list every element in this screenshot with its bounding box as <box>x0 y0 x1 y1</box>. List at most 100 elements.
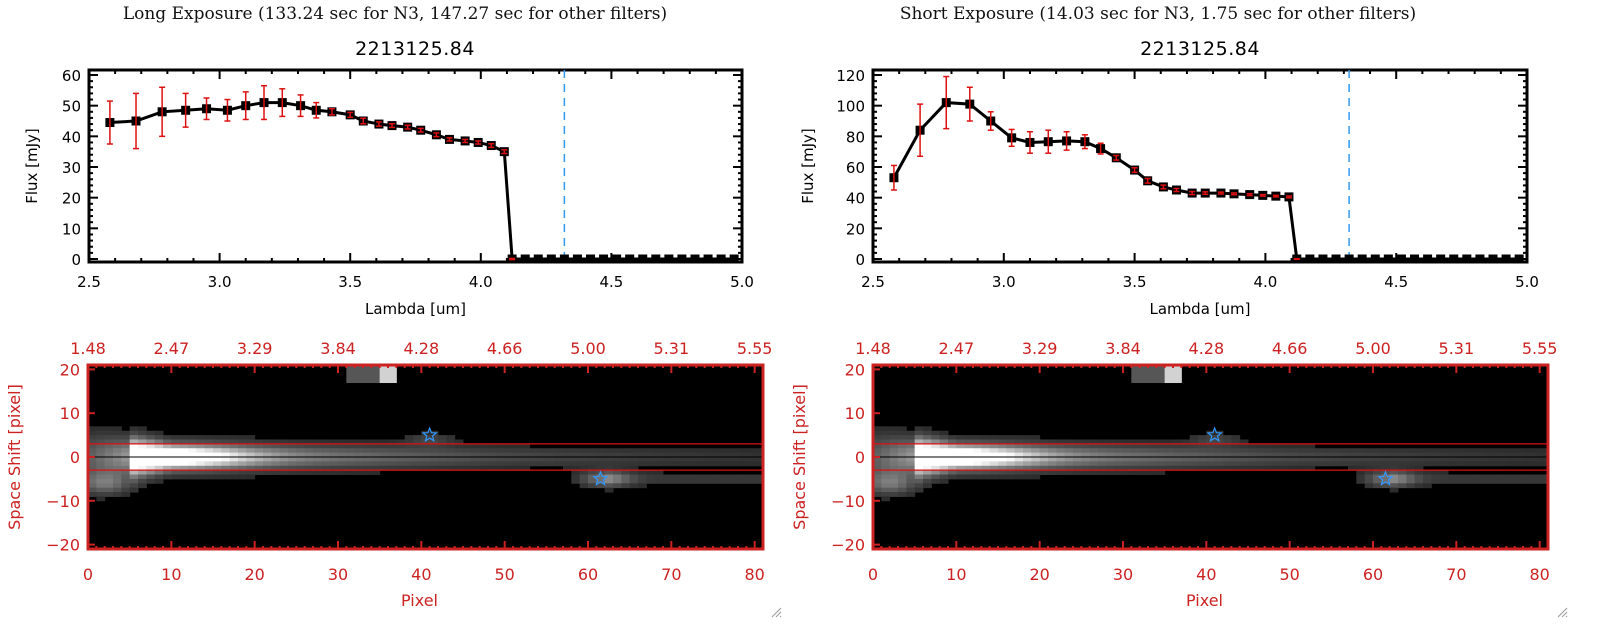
image-pixel <box>1131 378 1141 384</box>
image-pixel <box>588 452 597 458</box>
image-pixel <box>196 448 206 454</box>
image-pixel <box>1064 465 1074 471</box>
image-pixel <box>873 483 882 489</box>
image-pixel <box>263 439 272 445</box>
image-pixel <box>881 492 891 497</box>
y-tick-label: 10 <box>60 404 80 423</box>
image-pixel <box>1531 461 1541 467</box>
image-pixel <box>914 443 924 449</box>
image-pixel <box>538 457 547 462</box>
image-pixel <box>881 474 891 480</box>
y-tick-label: 80 <box>846 128 865 146</box>
y-tick-label: −10 <box>831 492 865 511</box>
image-pixel <box>1189 443 1199 449</box>
image-pixel <box>939 443 949 449</box>
image-pixel <box>1256 457 1266 462</box>
image-pixel <box>1381 461 1391 467</box>
image-pixel <box>121 492 131 497</box>
image-pixel <box>1456 457 1466 462</box>
image-pixel <box>1031 474 1041 480</box>
image-pixel <box>746 457 756 462</box>
image-pixel <box>1064 439 1074 445</box>
image-pixel <box>346 443 356 449</box>
image-pixel <box>321 448 331 454</box>
short-exposure-object-id: 2213125.84 <box>1140 38 1260 60</box>
image-pixel <box>1031 448 1041 454</box>
image-pixel <box>1006 474 1016 480</box>
image-pixel <box>1164 365 1174 370</box>
image-pixel <box>1389 448 1399 454</box>
image-pixel <box>1223 443 1232 449</box>
image-pixel <box>973 439 982 445</box>
image-pixel <box>279 461 289 467</box>
y-tick-label: 0 <box>855 251 865 269</box>
image-pixel <box>713 461 722 467</box>
line-chart-long-exposure-spectrum <box>87 68 744 264</box>
image-pixel <box>873 487 882 493</box>
image-pixel <box>1331 461 1341 467</box>
image-pixel <box>663 448 672 454</box>
image-pixel <box>263 448 272 454</box>
resize-grip-icon[interactable] <box>770 606 782 618</box>
image-pixel <box>889 465 899 471</box>
image-pixel <box>1298 457 1307 462</box>
image-pixel <box>1381 452 1391 458</box>
image-pixel <box>981 443 991 449</box>
image-pixel <box>1114 470 1124 476</box>
image-pixel <box>1464 457 1474 462</box>
image-pixel <box>604 483 614 489</box>
image-pixel <box>1214 448 1224 454</box>
image-pixel <box>146 435 156 440</box>
image-pixel <box>931 430 941 436</box>
image-pixel <box>588 448 597 454</box>
image-pixel <box>629 461 639 467</box>
resize-grip-icon[interactable] <box>1556 606 1568 618</box>
image-pixel <box>463 461 472 467</box>
image-pixel <box>346 448 356 454</box>
image-pixel <box>163 474 172 480</box>
image-pixel <box>338 461 347 467</box>
image-pixel <box>998 465 1007 471</box>
image-pixel <box>363 461 372 467</box>
image-pixel <box>529 452 539 458</box>
image-pixel <box>1014 439 1024 445</box>
image-pixel <box>171 435 181 440</box>
image-pixel <box>1039 439 1049 445</box>
image-pixel <box>1464 452 1474 458</box>
image-pixel <box>596 452 606 458</box>
image-pixel <box>354 373 364 379</box>
image-pixel <box>931 465 941 471</box>
image-pixel <box>429 461 439 467</box>
image-pixel <box>363 452 372 458</box>
image-pixel <box>1298 448 1307 454</box>
image-pixel <box>121 487 131 493</box>
image-pixel <box>1006 448 1016 454</box>
image-pixel <box>579 461 589 467</box>
image-pixel <box>96 487 106 493</box>
x-tick-label: 0 <box>83 565 93 584</box>
image-pixel <box>538 461 547 467</box>
image-pixel <box>1073 465 1082 471</box>
image-pixel <box>1206 452 1216 458</box>
image-pixel <box>889 443 899 449</box>
image-pixel <box>1231 452 1241 458</box>
image-pixel <box>1089 470 1099 476</box>
image-pixel <box>1164 465 1174 471</box>
data-point <box>651 254 661 264</box>
image-pixel <box>371 369 381 375</box>
image-pixel <box>188 443 197 449</box>
y-tick-label: 20 <box>846 220 865 238</box>
image-pixel <box>1314 457 1324 462</box>
image-pixel <box>488 457 497 462</box>
image-pixel <box>729 448 739 454</box>
image-pixel <box>496 443 506 449</box>
image-pixel <box>296 452 306 458</box>
image-pixel <box>914 430 924 436</box>
image-pixel <box>1356 448 1366 454</box>
image-pixel <box>1314 448 1324 454</box>
image-pixel <box>563 457 572 462</box>
y-tick-label: 100 <box>836 98 865 116</box>
image-pixel <box>546 461 556 467</box>
image-pixel <box>138 430 147 436</box>
image-pixel <box>1098 452 1107 458</box>
